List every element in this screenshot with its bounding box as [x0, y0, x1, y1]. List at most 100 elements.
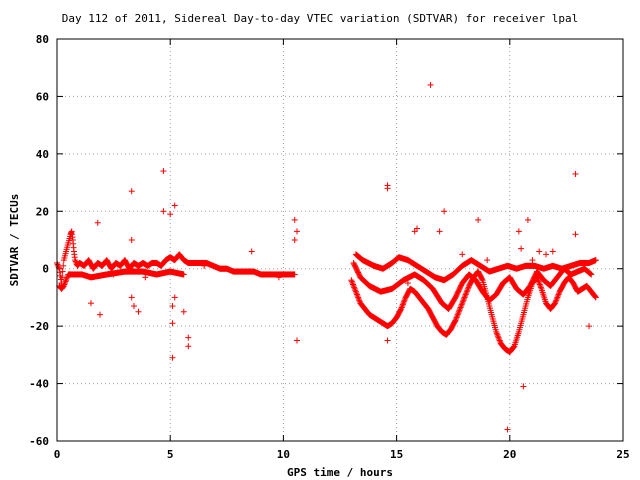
- data-point: [59, 268, 66, 275]
- data-point: [128, 294, 135, 301]
- data-point: [275, 274, 282, 281]
- data-point: [62, 278, 69, 285]
- data-point: [353, 290, 360, 297]
- data-point: [453, 314, 460, 321]
- data-point: [180, 308, 187, 315]
- data-point: [529, 257, 536, 264]
- data-point: [549, 248, 556, 255]
- data-point: [355, 294, 362, 301]
- data-point: [61, 281, 68, 288]
- data-point: [455, 310, 462, 317]
- data-point: [293, 228, 300, 235]
- data-point: [185, 343, 192, 350]
- data-point: [397, 306, 404, 313]
- y-tick-label: -20: [29, 320, 49, 333]
- data-point: [60, 262, 67, 269]
- y-tick-label: -40: [29, 378, 49, 391]
- data-point: [553, 295, 560, 302]
- data-point: [171, 202, 178, 209]
- data-point: [455, 308, 462, 315]
- data-point: [462, 291, 469, 298]
- data-point: [291, 216, 298, 223]
- data-point: [463, 288, 470, 295]
- data-point: [171, 294, 178, 301]
- plot-frame: [56, 38, 624, 442]
- data-point: [537, 284, 544, 291]
- y-axis-label: SDTVAR / TECUs: [8, 194, 21, 287]
- data-point: [459, 298, 466, 305]
- data-point: [404, 280, 411, 287]
- x-tick-label: 10: [277, 448, 290, 461]
- axis-ticks: 0 5 10 15 20 25 -60 -40 -20 0 20 40 60 80: [29, 33, 630, 461]
- data-point: [59, 274, 66, 281]
- data-point: [436, 228, 443, 235]
- data-point: [515, 228, 522, 235]
- data-point: [350, 281, 357, 288]
- data-point: [427, 81, 434, 88]
- data-point: [456, 307, 463, 314]
- data-point: [536, 280, 543, 287]
- data-point: [554, 292, 561, 299]
- grid-lines: [57, 39, 623, 441]
- data-point: [160, 168, 167, 175]
- data-point: [459, 251, 466, 258]
- data-point: [348, 277, 355, 284]
- data-point: [61, 280, 68, 287]
- data-point: [398, 305, 405, 312]
- data-point: [552, 300, 559, 307]
- x-tick-label: 15: [390, 448, 403, 461]
- data-point: [398, 304, 405, 311]
- data-point: [130, 303, 137, 310]
- data-point: [535, 278, 542, 285]
- data-point: [464, 285, 471, 292]
- data-point: [552, 298, 559, 305]
- data-point: [494, 331, 501, 338]
- data-point: [72, 258, 79, 265]
- data-point: [460, 295, 467, 302]
- data-point: [352, 287, 359, 294]
- data-point: [520, 383, 527, 390]
- data-point: [464, 287, 471, 294]
- data-point: [56, 269, 63, 276]
- data-point: [510, 344, 517, 351]
- data-point: [457, 304, 464, 311]
- data-point: [350, 282, 357, 289]
- data-point: [180, 271, 187, 278]
- y-tick-label: 20: [36, 205, 49, 218]
- data-point: [494, 333, 501, 340]
- data-point: [169, 303, 176, 310]
- data-point: [493, 328, 500, 335]
- data-point: [291, 271, 298, 278]
- data-point: [354, 292, 361, 299]
- data-point: [493, 330, 500, 337]
- data-point: [555, 291, 562, 298]
- data-point: [128, 237, 135, 243]
- data-point: [463, 290, 470, 297]
- data-point: [452, 317, 459, 324]
- data-point: [348, 278, 355, 285]
- data-point: [402, 295, 409, 302]
- data-point: [384, 185, 391, 192]
- data-point: [293, 337, 300, 344]
- data-point: [401, 297, 408, 304]
- data-point: [399, 303, 406, 310]
- data-point: [543, 251, 550, 258]
- data-point: [460, 297, 467, 304]
- data-point: [169, 320, 176, 327]
- data-point: [458, 301, 465, 308]
- y-tick-label: 0: [42, 263, 49, 276]
- data-point: [351, 284, 358, 291]
- data-point: [55, 262, 62, 269]
- data-point: [451, 318, 458, 325]
- data-point: [479, 276, 486, 283]
- x-tick-label: 0: [54, 448, 61, 461]
- x-tick-label: 25: [616, 448, 629, 461]
- data-point: [128, 188, 135, 195]
- data-point: [456, 305, 463, 312]
- data-point: [454, 311, 461, 318]
- data-point: [458, 303, 465, 310]
- data-point: [399, 301, 406, 308]
- data-point: [110, 271, 117, 278]
- data-point: [355, 295, 362, 302]
- data-point: [454, 313, 461, 320]
